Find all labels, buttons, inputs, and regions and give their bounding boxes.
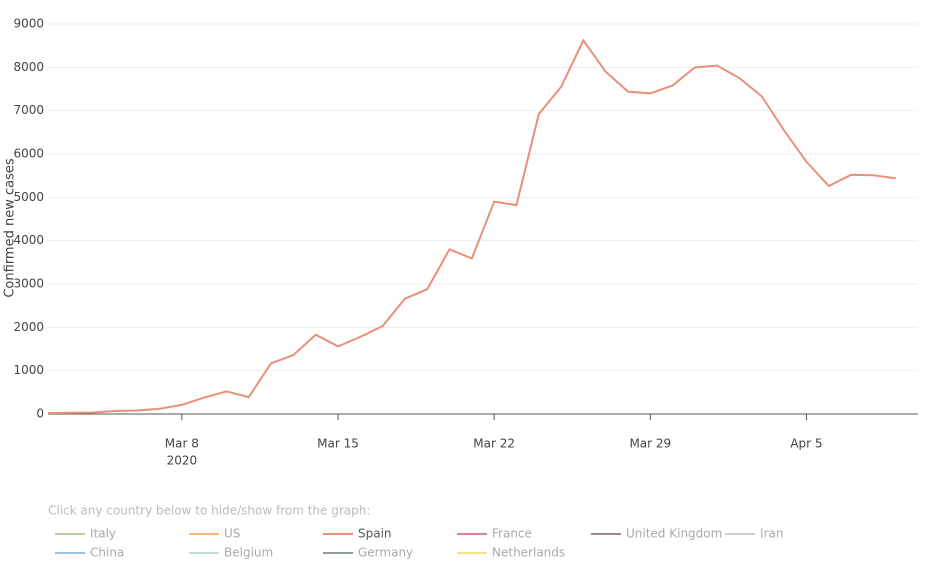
y-tick-label: 7000 — [13, 103, 44, 117]
y-tick-label: 8000 — [13, 60, 44, 74]
legend-label[interactable]: Spain — [358, 527, 392, 541]
y-tick-label: 0 — [36, 407, 44, 421]
legend-label[interactable]: Belgium — [224, 546, 273, 560]
y-tick-label: 9000 — [13, 17, 44, 31]
legend-label[interactable]: Netherlands — [492, 546, 565, 560]
y-tick-label: 4000 — [13, 233, 44, 247]
legend-hint: Click any country below to hide/show fro… — [48, 504, 370, 518]
y-tick-label: 6000 — [13, 147, 44, 161]
x-tick-label: Apr 5 — [790, 437, 822, 451]
legend-label[interactable]: China — [90, 546, 124, 560]
legend-label[interactable]: United Kingdom — [626, 527, 722, 541]
x-tick-label: Mar 15 — [317, 437, 359, 451]
x-tick-label: Mar 29 — [629, 437, 671, 451]
y-tick-label: 1000 — [13, 363, 44, 377]
legend-label[interactable]: Iran — [760, 527, 783, 541]
line-series — [47, 38, 896, 415]
y-tick-label: 5000 — [13, 190, 44, 204]
legend-label[interactable]: France — [492, 527, 532, 541]
legend-label[interactable]: Germany — [358, 546, 413, 560]
y-tick-label: 2000 — [13, 320, 44, 334]
x-tick-label: Mar 22 — [473, 437, 515, 451]
y-tick-label: 3000 — [13, 277, 44, 291]
x-tick-label: Mar 8 — [165, 437, 199, 451]
y-axis-label: Confirmed new cases — [3, 158, 18, 298]
legend-label[interactable]: US — [224, 527, 240, 541]
legend-label[interactable]: Italy — [90, 527, 116, 541]
x-year-label: 2020 — [167, 454, 198, 468]
